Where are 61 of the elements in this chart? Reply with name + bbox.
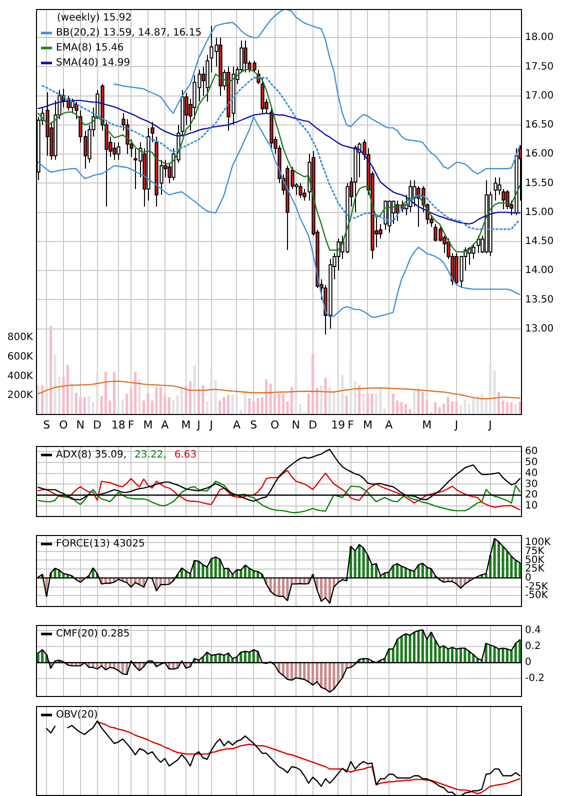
legend-label: BB(20,2) 13.59, 14.87, 16.15 — [56, 28, 202, 39]
y-tick-label: 0.4 — [525, 625, 541, 636]
text: 6.63 — [174, 450, 197, 461]
legend-label: OBV(20) — [56, 710, 98, 721]
y-tick-label: 50 — [525, 456, 538, 468]
x-tick-label: F — [128, 418, 134, 432]
y2-tick-label: 800K — [7, 332, 34, 344]
y-tick-label: 13.00 — [525, 323, 554, 334]
chart-title: (weekly) 15.92 — [57, 12, 132, 24]
y-tick-label: 75K — [525, 546, 545, 557]
y-tick-label: 40 — [525, 468, 538, 479]
x-tick-label: M — [143, 418, 153, 432]
y-tick-label: 14.50 — [525, 236, 554, 248]
y-tick-label: 15.50 — [525, 178, 554, 189]
y-tick-label: -50K — [525, 590, 548, 602]
y2-tick-label: 400K — [7, 370, 34, 382]
series-label: CMF(20) 0.285 — [56, 628, 130, 640]
y-tick-label: 16.00 — [525, 148, 554, 160]
x-tick-label: J — [454, 418, 458, 432]
y-tick-label: 13.50 — [525, 294, 554, 306]
y-tick-label: 30 — [525, 478, 538, 490]
legend-label: ADX(8) 35.09, — [56, 450, 127, 461]
y-tick-label: 14.00 — [525, 265, 554, 276]
x-tick-label: 19 — [331, 418, 346, 432]
x-tick-label: N — [292, 418, 300, 432]
x-tick-label: M — [181, 418, 191, 432]
x-tick-label: N — [76, 418, 84, 432]
x-tick-label: 18 — [111, 418, 126, 432]
y-tick-label: 60 — [525, 446, 538, 458]
y-tick-label: 18.00 — [525, 32, 554, 44]
x-tick-label: S — [43, 418, 50, 432]
legend-label: EMA(8) 15.46 — [56, 42, 124, 54]
y-tick-label: 0 — [525, 657, 532, 668]
x-tick-label: O — [59, 418, 68, 432]
x-tick-label: A — [232, 418, 241, 432]
y-tick-label: 20 — [525, 490, 538, 501]
x-tick-label: F — [348, 418, 354, 432]
y-tick-label: 15.00 — [525, 206, 554, 218]
x-tick-label: M — [363, 418, 372, 432]
x-tick-label: J — [208, 418, 214, 432]
x-tick-label: J — [196, 418, 200, 432]
y-tick-label: 17.50 — [525, 61, 554, 72]
x-tick-label: D — [93, 418, 102, 432]
y2-tick-label: 200K — [7, 390, 34, 402]
y-tick-label: 10 — [525, 500, 538, 512]
y-tick-label: 16.50 — [525, 120, 554, 131]
y-tick-label: 17.00 — [525, 90, 554, 102]
x-tick-label: M — [422, 418, 432, 432]
x-tick-label: A — [161, 418, 170, 432]
x-tick-label: J — [488, 418, 492, 432]
series-label: FORCE(13) 43025 — [56, 538, 145, 550]
x-tick-label: O — [270, 418, 280, 432]
y-tick-label: 0 — [525, 572, 532, 584]
y2-tick-label: 600K — [7, 351, 34, 362]
y-tick-label: 0.2 — [525, 641, 541, 652]
text: 23.22, — [134, 450, 166, 461]
x-tick-label: A — [385, 418, 394, 432]
x-tick-label: S — [250, 418, 258, 432]
x-tick-label: D — [308, 418, 318, 432]
y-tick-label: -0.2 — [525, 673, 545, 684]
legend-label: SMA(40) 14.99 — [56, 58, 130, 69]
